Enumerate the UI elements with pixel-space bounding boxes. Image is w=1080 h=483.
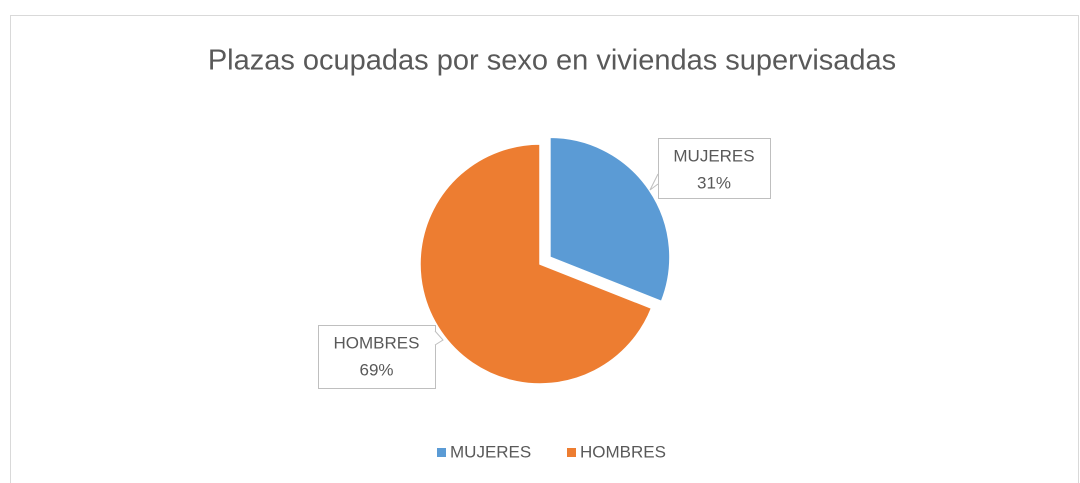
pie-slice (419, 143, 653, 385)
data-label-pointer (434, 330, 444, 346)
data-label-category: HOMBRES (334, 333, 420, 352)
data-label-box (318, 325, 436, 389)
data-label-value: 31% (697, 173, 731, 192)
legend-label: MUJERES (450, 442, 531, 461)
legend-label: HOMBRES (580, 442, 666, 461)
chart-title: Plazas ocupadas por sexo en viviendas su… (208, 45, 896, 77)
data-label-category: MUJERES (673, 146, 754, 165)
data-label-value: 69% (359, 360, 393, 379)
legend-swatch (567, 448, 576, 457)
pie-slice (549, 136, 671, 303)
data-label-box (658, 138, 771, 199)
legend-swatch (437, 448, 446, 457)
data-label-pointer (649, 173, 659, 191)
chart-border (10, 15, 1079, 483)
